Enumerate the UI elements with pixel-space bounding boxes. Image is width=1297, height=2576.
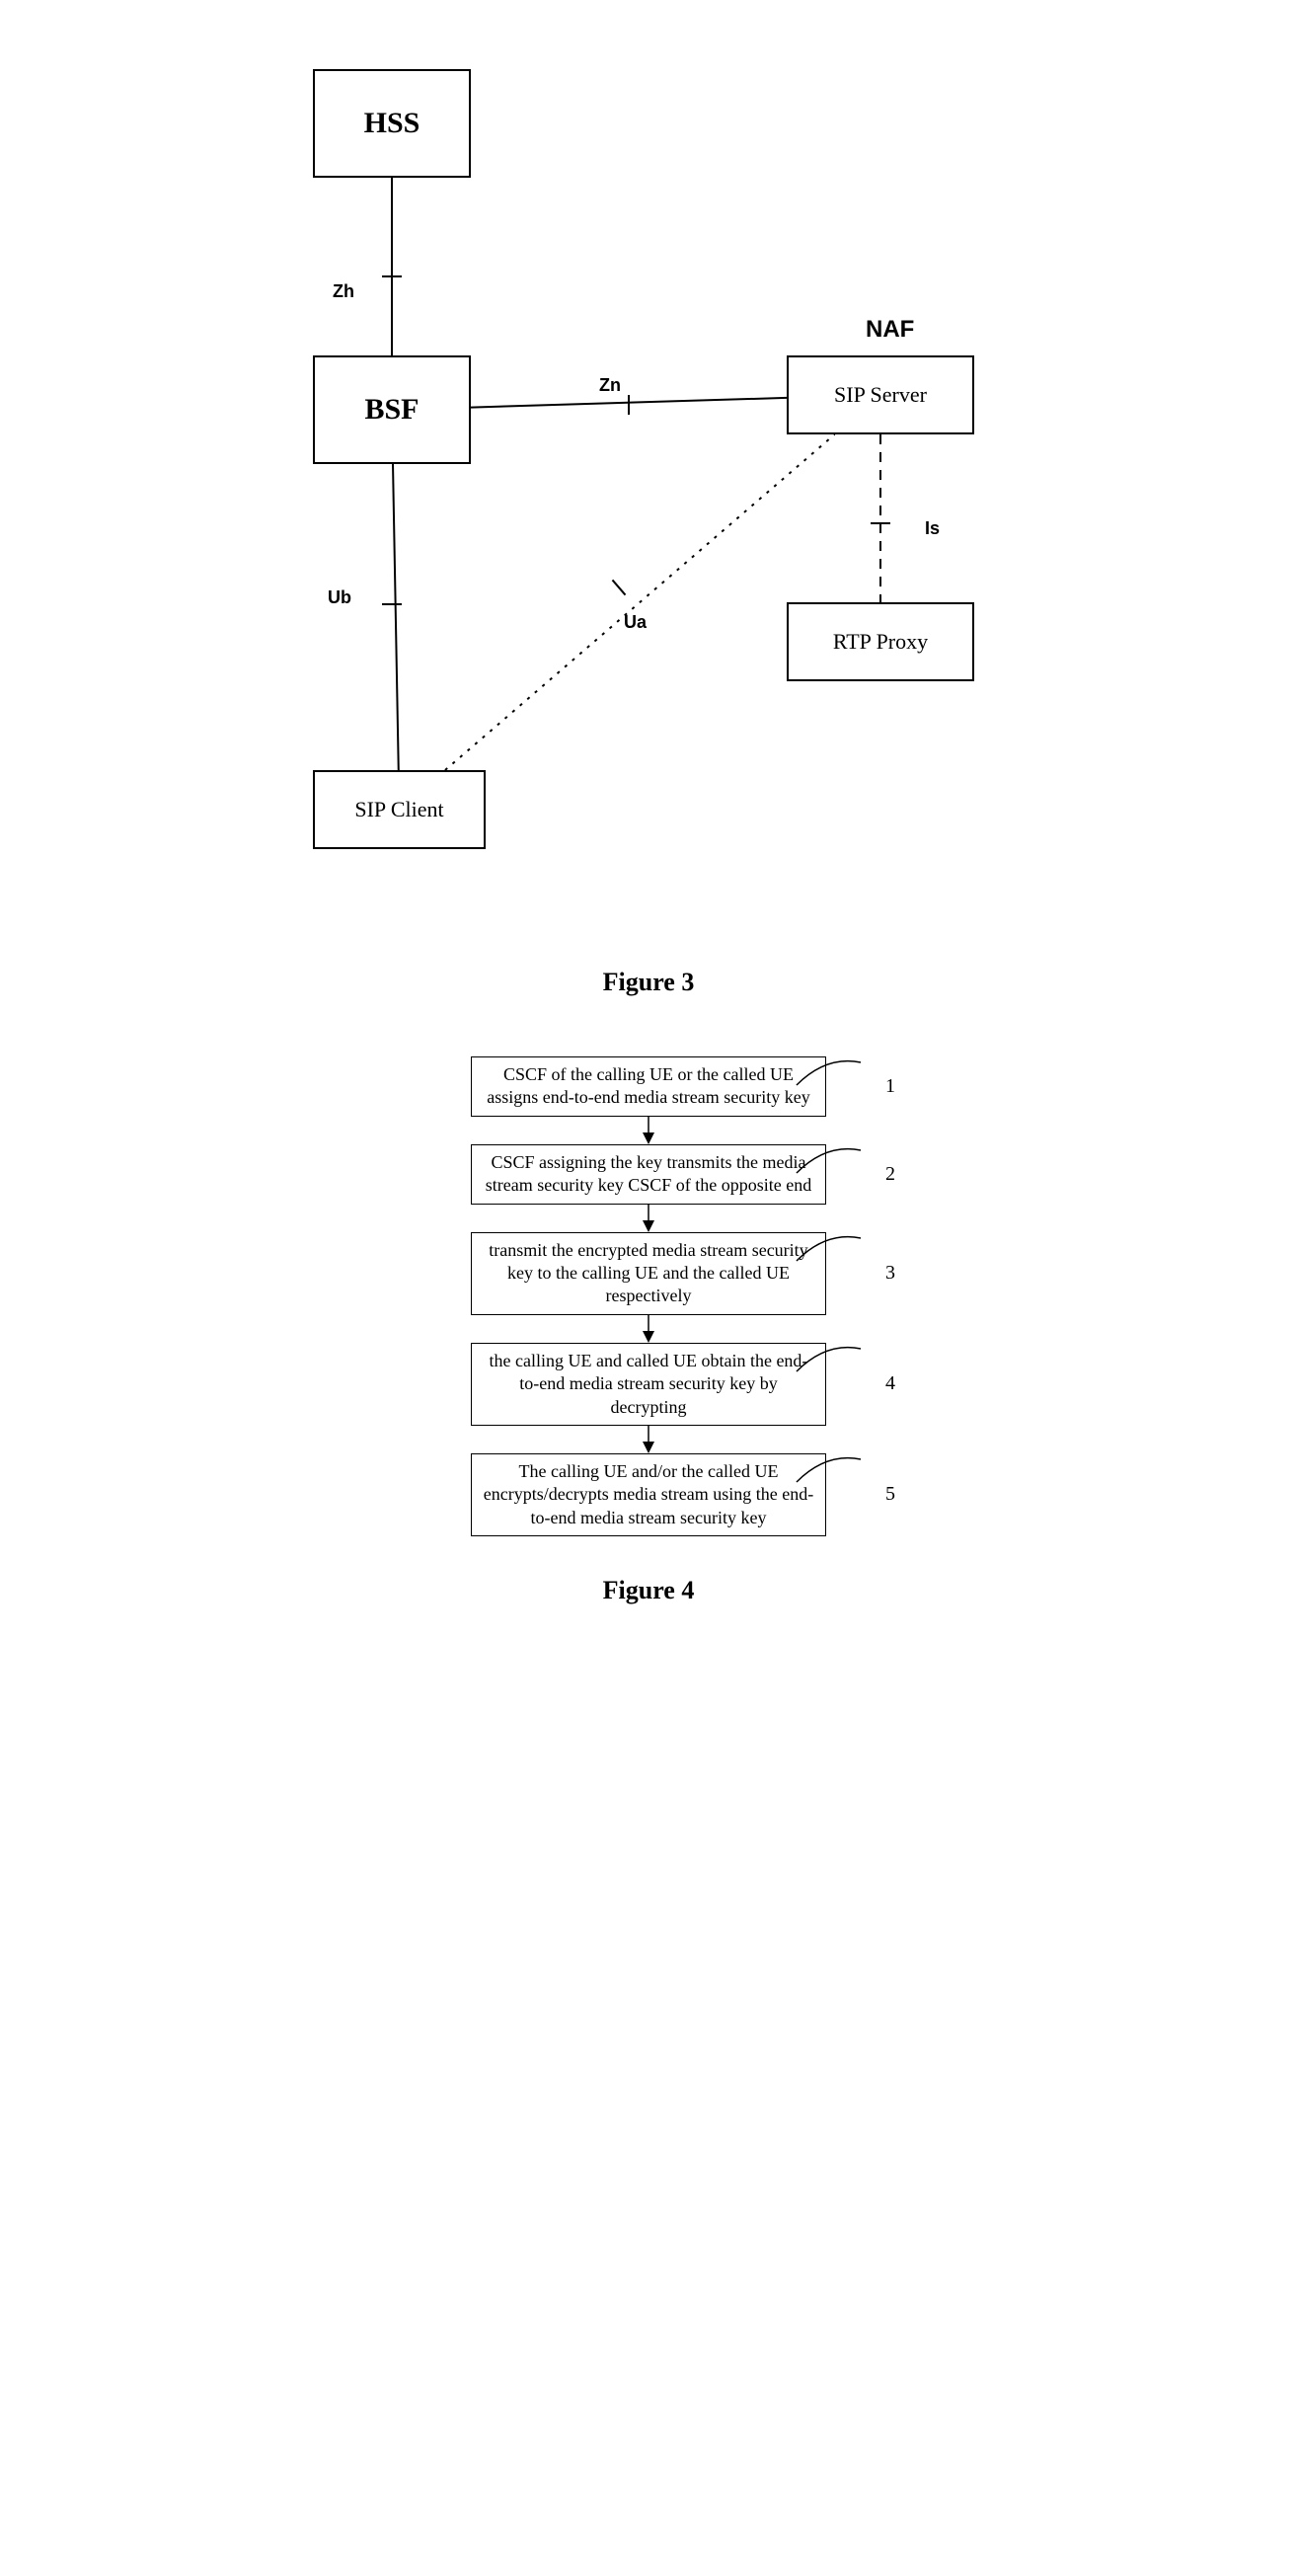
edge-label-zh: Zh	[333, 281, 354, 302]
node-hss: HSS	[313, 69, 471, 178]
flow-step-connector	[792, 1051, 880, 1100]
node-rtp-proxy: RTP Proxy	[787, 602, 974, 681]
flow-row: transmit the encrypted media stream secu…	[303, 1232, 994, 1315]
flow-step-box: CSCF assigning the key transmits the med…	[471, 1144, 826, 1205]
naf-label: NAF	[866, 316, 914, 344]
flow-row: CSCF of the calling UE or the called UE …	[303, 1056, 994, 1117]
flow-arrow	[303, 1205, 994, 1232]
figure4-caption: Figure 4	[254, 1576, 1043, 1605]
flow-step-box: The calling UE and/or the called UE encr…	[471, 1453, 826, 1536]
flow-step-box: CSCF of the calling UE or the called UE …	[471, 1056, 826, 1117]
edge-label-ua: Ua	[624, 612, 647, 633]
edge-label-ub: Ub	[328, 587, 351, 608]
flow-step-number: 5	[885, 1483, 895, 1506]
flow-row: The calling UE and/or the called UE encr…	[303, 1453, 994, 1536]
node-bsf: BSF	[313, 355, 471, 464]
edge-ua	[445, 434, 835, 770]
figure3-diagram: HSS BSF SIP Server RTP Proxy SIP Client …	[254, 39, 1043, 928]
flow-arrow	[303, 1315, 994, 1343]
flow-step-number: 2	[885, 1163, 895, 1186]
node-sip-client: SIP Client	[313, 770, 486, 849]
flow-arrow	[303, 1117, 994, 1144]
flow-step-number: 1	[885, 1075, 895, 1098]
edge-label-zn: Zn	[599, 375, 621, 396]
flow-step-connector	[792, 1447, 880, 1497]
flow-row: CSCF assigning the key transmits the med…	[303, 1144, 994, 1205]
flow-step-connector	[792, 1138, 880, 1188]
flow-step-box: transmit the encrypted media stream secu…	[471, 1232, 826, 1315]
flow-row: the calling UE and called UE obtain the …	[303, 1343, 994, 1426]
flow-step-connector	[792, 1337, 880, 1386]
edge-label-is: Is	[925, 518, 940, 539]
flow-step-number: 3	[885, 1262, 895, 1285]
figure3-caption: Figure 3	[254, 968, 1043, 997]
flow-arrow	[303, 1426, 994, 1453]
flow-step-box: the calling UE and called UE obtain the …	[471, 1343, 826, 1426]
figure4-flowchart: CSCF of the calling UE or the called UE …	[303, 1056, 994, 1536]
flow-step-number: 4	[885, 1372, 895, 1395]
node-sip-server: SIP Server	[787, 355, 974, 434]
edge-ub	[393, 464, 399, 770]
flow-step-connector	[792, 1226, 880, 1276]
edge-tick-ua	[612, 580, 625, 594]
